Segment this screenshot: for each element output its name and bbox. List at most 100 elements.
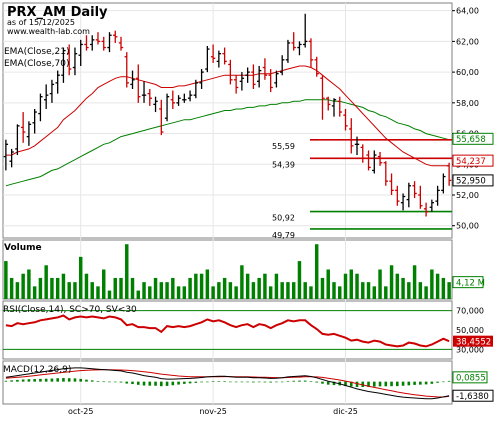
y-tick-label: 62,00 [456,37,479,46]
value-tag-box [452,389,494,402]
volume-bar [349,269,353,299]
value-tag-box [453,335,493,347]
volume-bar [182,286,187,299]
candle [164,93,170,122]
volume-bar [9,277,14,299]
macd-histogram-bar [79,378,83,382]
macd-histogram-bar [67,378,71,382]
macd-value-tag: -1,6380 [456,392,489,402]
candle [337,96,342,117]
y-tick-label: 58,00 [456,99,479,108]
value-tag-box [452,371,488,384]
rsi-series: 38,4552 [3,310,493,350]
macd-histogram-bar [223,381,226,382]
macd-histogram-bar [188,381,192,384]
macd-histogram-bar [298,380,301,382]
volume-bar [430,269,434,299]
volume-bar [320,277,325,299]
macd-histogram-bar [372,381,376,387]
macd-histogram-bar [56,378,59,382]
macd-histogram-bar [125,381,129,384]
volume-bar [245,273,250,299]
volume-bar [286,282,290,299]
volume-bar [228,282,233,299]
macd-histogram-bar [234,381,238,383]
candle [193,79,199,99]
volume-bar [274,273,279,299]
macd-histogram-bar [96,380,100,382]
volume-bar [332,282,336,299]
volume-bar [424,286,428,299]
macd-histogram-bar [148,381,152,386]
volume-bar [240,265,244,299]
candle [84,35,89,51]
volume-bar [32,286,37,299]
candle [38,93,43,122]
volume-bar [15,282,20,299]
candle [354,136,360,156]
candle [320,75,325,120]
volume-bar [222,277,227,299]
volume-bar [401,277,405,299]
macd-histogram-bar [85,379,88,382]
y-tick-label: 64,00 [456,7,479,16]
macd-histogram-bar [108,381,111,383]
candle [55,70,60,94]
candle [43,84,49,109]
volume-bar [395,273,400,299]
ema21-line [5,65,450,167]
candle [395,185,400,206]
volume-bar [44,265,48,299]
volume-bar [84,273,89,299]
macd-histogram-bar [269,381,272,383]
candle [176,95,181,106]
rsi-tick-label: 30,000 [456,345,484,354]
candle [418,185,423,209]
candle [228,59,233,85]
macd-histogram-bar [119,381,123,383]
candle [429,199,435,212]
candle [303,13,308,48]
x-axis: oct-25 nov-25 dic-25 [68,407,358,416]
macd-histogram-bar [384,381,388,387]
macd-histogram-bar [217,381,221,382]
candle [170,90,176,109]
macd-histogram-bar [194,381,198,383]
macd-histogram-bar [90,380,94,382]
volume-bar [96,286,100,299]
candle [446,162,452,186]
candle [216,50,222,68]
macd-histogram-bar [240,381,244,383]
volume-bar [441,277,446,299]
volume-bar [366,282,371,299]
macd-histogram-bar [154,381,157,386]
macd-histogram-bar [378,381,382,387]
candle [308,38,314,68]
volume-bar [125,244,129,299]
volume-bar [384,286,388,299]
candle [274,70,279,88]
candle [331,98,337,117]
candle [26,121,32,146]
macd-histogram-bar [21,379,25,382]
volume-bar [78,256,83,299]
volume-bar [263,273,267,299]
candle [400,193,406,211]
candle [210,44,216,63]
macd-histogram-bar [33,379,36,382]
candle [49,79,55,103]
volume-bar [136,290,141,299]
macd-histogram-bar [257,381,261,383]
volume-bar [326,269,330,299]
volume-bar [50,277,54,299]
volume-bar [107,290,112,299]
volume-bar [102,269,106,299]
candle [130,70,135,90]
volume-bar [211,286,215,299]
macd-histogram-bar [211,381,215,382]
candle [366,150,371,171]
rsi-y-tick-labels: 30,000 50,000 70,000 [456,307,484,355]
volume-panel-title: Volume [4,243,42,253]
macd-histogram-bar [292,380,295,382]
candle [262,58,268,80]
